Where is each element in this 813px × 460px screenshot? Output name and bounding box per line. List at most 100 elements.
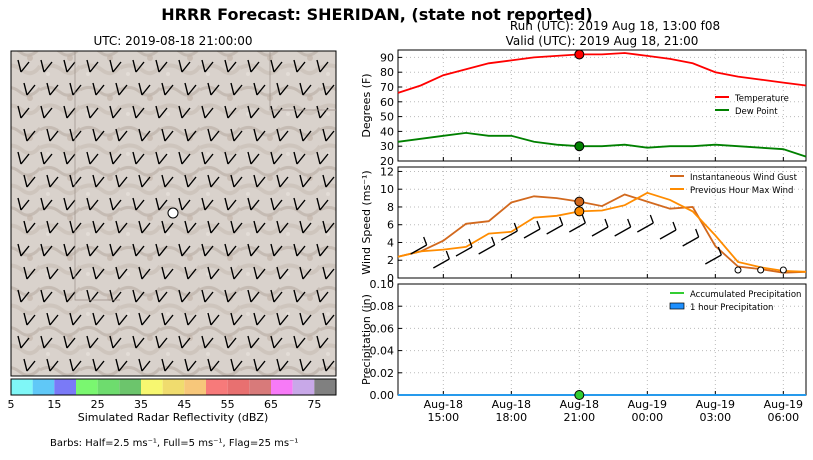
map-wind-barb xyxy=(40,151,53,165)
y-tick-label: 0.02 xyxy=(370,367,395,380)
map-wind-barb xyxy=(207,358,220,372)
x-tick-label-time: 21:00 xyxy=(563,411,595,424)
map-wind-barb xyxy=(69,312,82,326)
map-wind-barb xyxy=(224,243,237,257)
panel-wind-barb xyxy=(637,214,654,233)
colorbar-tick-label: 35 xyxy=(134,398,148,411)
panel-wind-barb xyxy=(433,250,450,269)
panel-wind-barb xyxy=(455,238,473,257)
y-tick-label: 0 xyxy=(387,272,394,285)
map-wind-barb xyxy=(184,312,197,326)
map-wind-barb xyxy=(69,128,82,142)
map-wind-barb xyxy=(69,82,82,96)
plot-frame xyxy=(397,283,807,396)
map-wind-barb xyxy=(276,358,289,372)
map-wind-barb xyxy=(92,174,105,188)
colorbar-tick-label: 75 xyxy=(307,398,321,411)
x-tick-label-date: Aug-19 xyxy=(696,398,735,411)
map-wind-barb xyxy=(224,335,237,349)
map-wind-barb xyxy=(17,335,30,349)
reflectivity-colorbar: 5 15 25 35 45 55 65 75 xyxy=(8,378,337,411)
map-wind-barb xyxy=(161,312,174,326)
map-wind-barb xyxy=(69,174,82,188)
map-wind-barb xyxy=(161,266,174,280)
map-wind-barb xyxy=(132,243,145,257)
map-wind-barb xyxy=(161,220,174,234)
map-wind-barb xyxy=(63,335,76,349)
map-wind-barb xyxy=(46,174,59,188)
series-line-dew-point xyxy=(397,131,807,158)
map-wind-barb xyxy=(247,243,260,257)
map-wind-barb xyxy=(46,266,59,280)
panel-wind-barb xyxy=(546,216,564,235)
meteogram-panel-3: 0.00 0.02 0.04 0.06 0.08 0.10 Precipitation (i… xyxy=(360,278,807,402)
map-wind-barb xyxy=(230,174,243,188)
map-wind-barb xyxy=(161,358,174,372)
map-wind-barb xyxy=(63,151,76,165)
map-wind-barb xyxy=(247,59,260,73)
map-wind-barb xyxy=(92,358,105,372)
y-tick-label: 8 xyxy=(387,201,394,214)
map-wind-barb xyxy=(138,312,151,326)
series-line-instantaneous-wind-gust xyxy=(397,193,807,274)
map-wind-barb xyxy=(201,197,214,211)
plot-frame xyxy=(397,49,807,162)
map-wind-barb xyxy=(138,174,151,188)
map-wind-barb xyxy=(115,174,128,188)
map-wind-barb xyxy=(184,358,197,372)
map-wind-barb xyxy=(224,289,237,303)
map-wind-barb xyxy=(115,220,128,234)
map-wind-barb xyxy=(23,128,36,142)
map-wind-barb xyxy=(40,289,53,303)
y-tick-label: 90 xyxy=(380,51,394,64)
y-tick-label: 20 xyxy=(380,155,394,168)
run-label: Run (UTC): 2019 Aug 18, 13:00 f08 xyxy=(510,19,720,33)
map-wind-barb xyxy=(207,82,220,96)
map-wind-barb xyxy=(178,243,191,257)
county-border xyxy=(269,52,336,111)
map-wind-barb xyxy=(322,220,335,234)
colorbar-tick-label: 45 xyxy=(177,398,191,411)
map-wind-barb xyxy=(17,243,30,257)
map-wind-barb xyxy=(63,197,76,211)
map-wind-barb xyxy=(138,82,151,96)
map-wind-barb xyxy=(230,82,243,96)
series-line-temperature xyxy=(397,52,807,94)
colorbar-cell xyxy=(11,379,33,395)
map-wind-barb xyxy=(132,105,145,119)
map-wind-barb xyxy=(270,335,283,349)
map-wind-barb xyxy=(253,266,266,280)
map-wind-barb xyxy=(270,243,283,257)
map-wind-barb xyxy=(184,82,197,96)
colorbar-cell xyxy=(32,379,55,395)
map-title: UTC: 2019-08-18 21:00:00 xyxy=(93,34,252,48)
map-wind-barb xyxy=(92,82,105,96)
y-tick-label: 60 xyxy=(380,96,394,109)
x-tick-label-date: Aug-19 xyxy=(628,398,667,411)
map-wind-barb xyxy=(40,105,53,119)
x-tick-label-time: 06:00 xyxy=(767,411,799,424)
map-wind-barb xyxy=(115,266,128,280)
map-wind-barb xyxy=(322,312,335,326)
map-wind-barb xyxy=(247,105,260,119)
map-wind-barb xyxy=(201,335,214,349)
map-wind-barb xyxy=(276,128,289,142)
map-wind-barb xyxy=(23,358,36,372)
map-wind-barb xyxy=(178,105,191,119)
map-wind-barb xyxy=(322,358,335,372)
map-wind-barb xyxy=(132,151,145,165)
y-tick-label: 0.08 xyxy=(370,300,395,313)
panel-wind-barb xyxy=(591,218,609,237)
map-wind-barb xyxy=(299,312,312,326)
map-wind-barb xyxy=(86,105,99,119)
y-tick-label: 0.04 xyxy=(370,345,395,358)
map-wind-barb xyxy=(155,105,168,119)
map-wind-barb xyxy=(293,243,306,257)
x-tick-label-date: Aug-18 xyxy=(424,398,463,411)
map-wind-barb xyxy=(230,358,243,372)
legend-swatch xyxy=(669,302,685,310)
map-wind-barb xyxy=(207,220,220,234)
map-wind-barb xyxy=(63,105,76,119)
map-wind-barb xyxy=(109,243,122,257)
